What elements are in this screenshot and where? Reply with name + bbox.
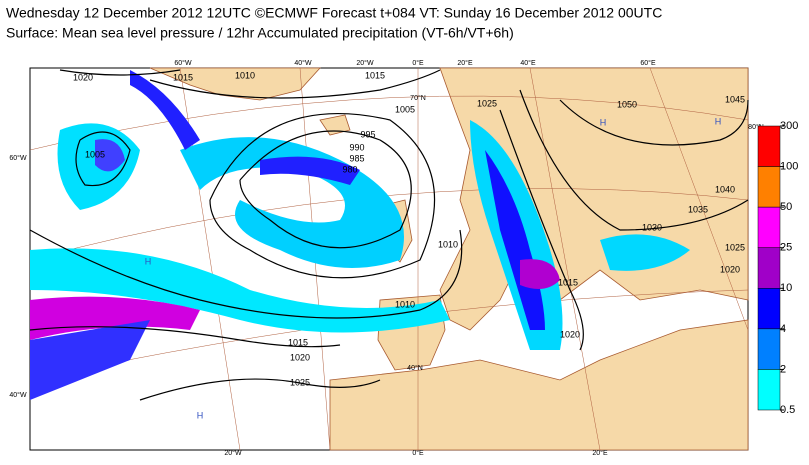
precipitation [30,70,690,400]
greenland [149,67,321,101]
colorbar-band [757,206,781,248]
colorbar-label: 2 [780,363,786,375]
meridian [649,67,749,331]
isobar-label: 1020 [290,352,310,362]
pressure-center: H [715,116,722,126]
graticule-label: 40°E [520,59,536,67]
isobar-label: 995 [360,129,375,139]
colorbar-band [757,247,781,289]
isobar-label: 985 [349,153,364,163]
isobar [519,89,749,231]
isobar [209,113,436,279]
colorbar-band [757,288,781,330]
isobar-label: 1050 [617,99,637,109]
isobar [139,378,381,401]
pressure-center: H [197,410,204,420]
colorbar-label: 25 [780,242,792,254]
isobar-label: 1025 [725,242,745,252]
isobar-label: 980 [342,164,357,174]
parallel [29,95,749,151]
isobar-label: 1020 [720,264,740,274]
isobar-label: 990 [349,142,364,152]
isobar [239,130,412,249]
isobar-label: 1015 [365,70,385,80]
precip-area [95,139,125,172]
graticule-label: 40°N [407,364,423,372]
precip-area [520,259,560,289]
isobar-label: 1030 [642,222,662,232]
colorbar-label: 10 [780,282,792,294]
colorbar-label: 0.5 [780,404,795,416]
isobar-label: 1040 [715,184,735,194]
parallel [29,188,749,261]
pressure-center: H [145,256,152,266]
graticule-label: 40°W [9,391,27,399]
colorbar-label: 4 [780,323,786,335]
graticule-label: 60°W [9,154,27,162]
isobar-label: 1035 [688,204,708,214]
isobar-label: 1025 [477,98,497,108]
graticule-label: 20°E [592,449,608,457]
colorbar-band [757,166,781,208]
precip-area [130,70,200,150]
graticule-label: 60°W [174,59,192,67]
colorbar-label: 50 [780,201,792,213]
isobar-label: 1020 [560,329,580,339]
precip-area [30,296,200,340]
colorbar-label: 300 [780,120,798,132]
graticule-label: 20°W [356,59,374,67]
graticule-label: 0°E [412,59,424,67]
precip-area [30,248,450,333]
africa [329,319,749,451]
isobar-label: 1005 [85,149,105,159]
isobar-label: 1015 [558,277,578,287]
pressure-center: H [600,117,607,127]
isobar-label: 1005 [395,104,415,114]
map-labels: 60°W 40°W 20°W 0°E 20°E 40°E 60°E 60°W 40°W 80°N 7… [9,59,763,457]
isobar [75,131,131,187]
isobars [29,69,749,401]
precip-area [30,320,150,400]
graticule-label: 40°W [294,59,312,67]
iceland [319,114,351,136]
colorbar-band [757,125,781,167]
meridian [529,67,601,451]
isobar [29,326,341,348]
title: Wednesday 12 December 2012 12UTC ©ECMWF … [6,5,662,21]
graticule-label: 70°N [410,94,426,102]
graticule-label: 80°N [748,123,764,131]
isobar-label: 1025 [290,377,310,387]
colorbar-label: 100 [780,160,798,172]
isobar-label: 1010 [235,70,255,80]
colorbar-band [757,328,781,370]
isobar-label: 1015 [288,337,308,347]
precip-area [600,234,690,271]
isobar-label: 1010 [438,239,458,249]
graticule-label: 20°W [224,449,242,457]
isobar [29,229,463,319]
colorbar: 300 100 50 25 10 4 2 0.5 [757,120,798,416]
graticule-label: 20°E [457,59,473,67]
precip-area [260,156,360,185]
isobar [499,109,584,351]
graticule-label: 60°E [640,59,656,67]
isobar [149,69,441,99]
isobar-label: 1015 [173,72,193,82]
isobar [59,69,181,76]
isobar-label: 1045 [725,94,745,104]
subtitle: Surface: Mean sea level pressure / 12hr … [6,25,514,41]
isobar-label: 1010 [395,299,415,309]
map [29,67,749,451]
isobar-label: 1020 [73,72,93,82]
colorbar-band [757,369,781,411]
isobar [559,99,749,146]
graticule-label: 0°E [412,449,424,457]
